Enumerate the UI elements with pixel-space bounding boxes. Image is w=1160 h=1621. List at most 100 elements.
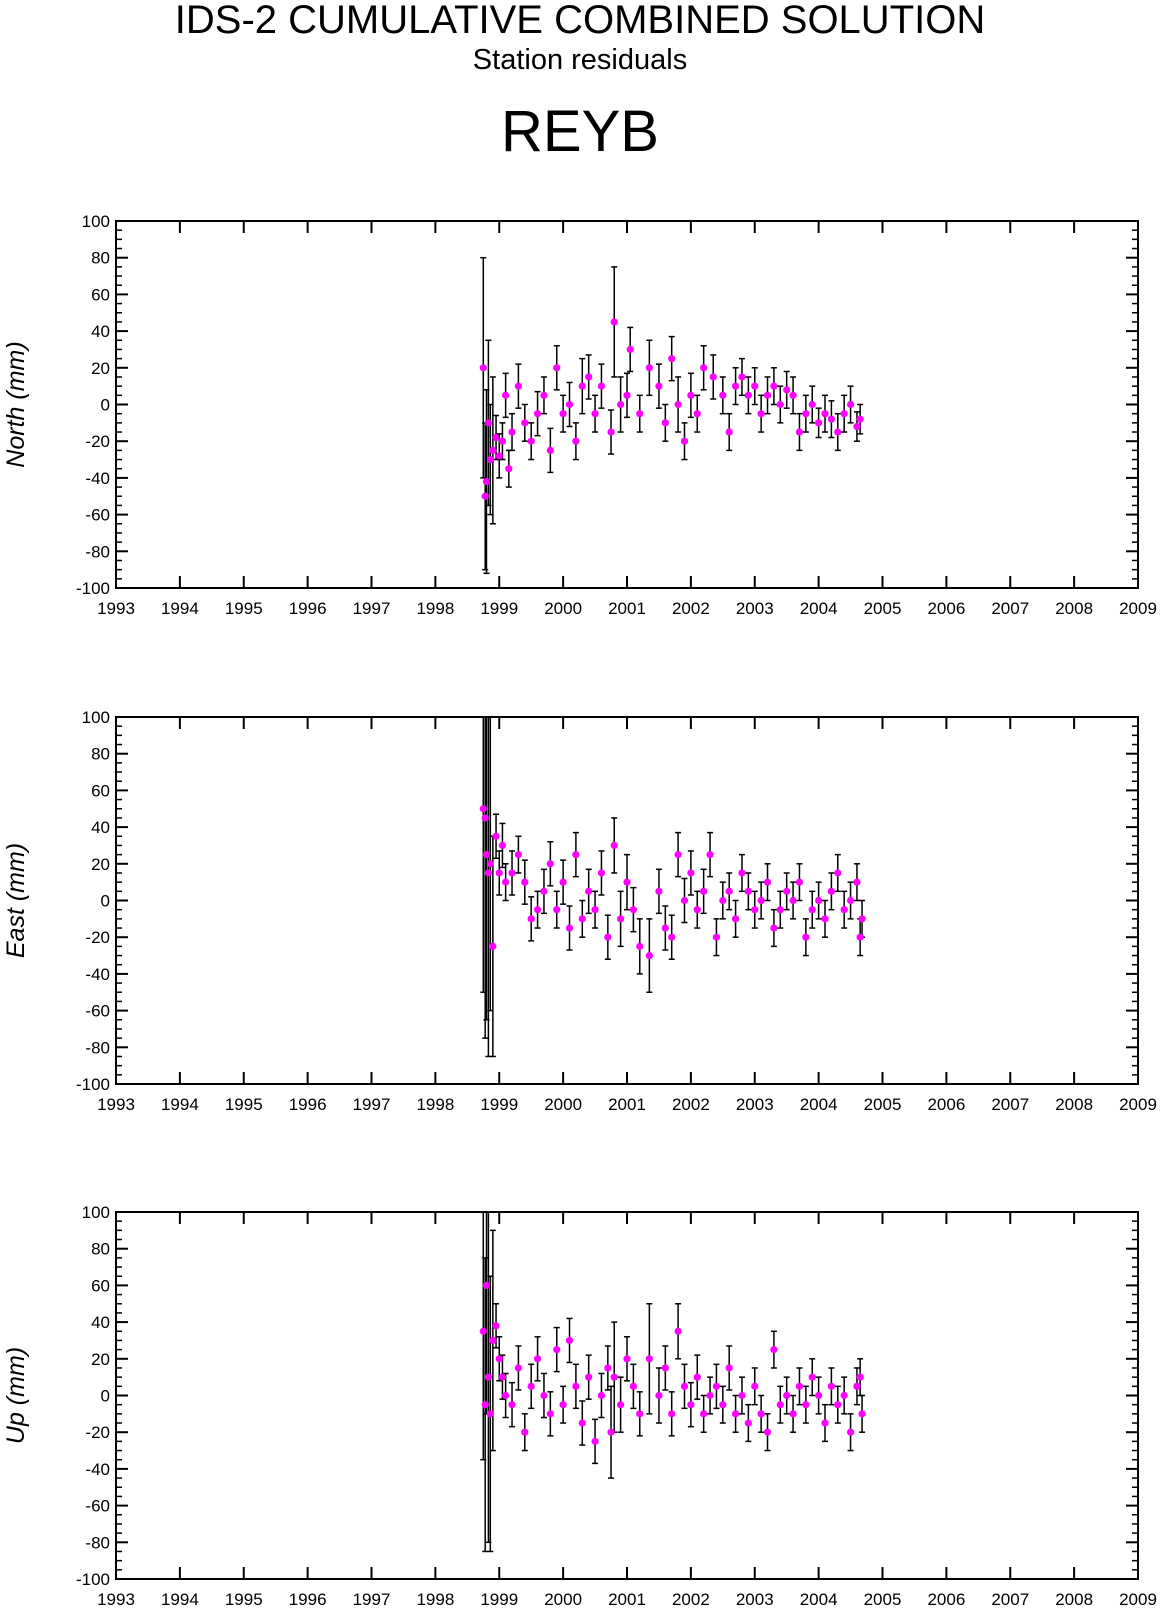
- north-data-point: [484, 419, 492, 427]
- east-y-tick-label: 0: [101, 892, 110, 911]
- north-data-point: [565, 400, 574, 409]
- east-data-point: [514, 851, 523, 859]
- up-data-point: [565, 1336, 574, 1345]
- east-data-point: [815, 896, 823, 905]
- up-data-point: [481, 1401, 489, 1409]
- east-x-tick-label: 2005: [864, 1095, 902, 1114]
- up-data-point: [802, 1401, 810, 1409]
- north-data-point: [674, 400, 682, 409]
- north-x-tick-label: 2008: [1055, 599, 1093, 618]
- up-y-tick-label: 40: [91, 1313, 110, 1332]
- up-data-point: [731, 1410, 740, 1418]
- north-y-tick-label: 20: [91, 359, 110, 378]
- north-x-tick-label: 1999: [480, 599, 518, 618]
- up-data-point: [533, 1355, 542, 1363]
- east-data-point: [604, 933, 612, 941]
- north-y-tick-label: -40: [85, 469, 110, 488]
- north-y-axis-label: North (mm): [2, 341, 30, 467]
- up-y-tick-label: -80: [85, 1533, 110, 1552]
- east-data-point: [481, 814, 489, 822]
- up-data-point: [700, 1410, 708, 1418]
- north-data-point: [668, 355, 676, 363]
- north-x-tick-label: 2001: [608, 599, 646, 618]
- north-data-point: [770, 382, 778, 390]
- north-data-point: [498, 437, 507, 445]
- station-name: REYB: [501, 99, 659, 164]
- east-data-point: [591, 906, 599, 914]
- east-x-tick-label: 2009: [1119, 1095, 1157, 1114]
- east-x-tick-label: 2002: [672, 1095, 710, 1114]
- north-y-tick-label: -20: [85, 432, 110, 451]
- north-data-point: [821, 410, 829, 418]
- east-data-point: [492, 832, 500, 840]
- east-data-point: [770, 924, 778, 932]
- east-data-point: [486, 860, 494, 868]
- up-data-point: [508, 1401, 516, 1409]
- up-x-tick-label: 2005: [864, 1590, 902, 1609]
- east-data-point: [853, 878, 861, 886]
- up-data-point: [479, 1327, 487, 1335]
- up-y-tick-label: -60: [85, 1497, 110, 1516]
- up-data-point: [821, 1419, 829, 1427]
- north-y-tick-label: 80: [91, 249, 110, 268]
- north-y-tick-label: 100: [82, 212, 110, 231]
- north-data-point: [617, 400, 625, 409]
- east-data-point: [783, 887, 791, 895]
- east-data-point: [661, 924, 669, 932]
- up-data-point: [617, 1401, 625, 1409]
- east-data-point: [495, 869, 503, 877]
- east-data-point: [617, 915, 625, 923]
- east-data-point: [687, 869, 695, 877]
- east-data-point: [655, 887, 663, 895]
- north-data-point: [661, 419, 669, 427]
- north-data-point: [763, 391, 772, 399]
- east-data-point: [858, 915, 866, 923]
- up-x-tick-label: 1997: [353, 1590, 391, 1609]
- north-data-point: [591, 410, 599, 418]
- page-subtitle: Station residuals: [472, 44, 688, 76]
- north-data-point: [846, 400, 855, 409]
- east-data-point: [706, 851, 714, 859]
- north-data-point: [527, 437, 535, 445]
- up-plot-frame: [115, 1211, 1139, 1580]
- up-data-point: [559, 1401, 567, 1409]
- north-data-point: [533, 410, 542, 418]
- east-panel: 1993 1994 1995 1996 1997 1998 1999 2000 2001 2002…: [2, 708, 1157, 1114]
- up-x-tick-label: 2000: [544, 1590, 582, 1609]
- up-data-point: [795, 1382, 804, 1390]
- east-data-point: [700, 887, 708, 895]
- up-data-point: [808, 1373, 816, 1381]
- up-y-tick-label: 60: [91, 1276, 110, 1295]
- east-x-tick-label: 2003: [736, 1095, 774, 1114]
- up-data-point: [783, 1391, 791, 1400]
- north-data-point: [514, 382, 523, 390]
- north-data-point: [508, 428, 516, 436]
- north-data-point: [492, 433, 500, 442]
- north-x-tick-label: 2009: [1119, 599, 1157, 618]
- east-x-tick-label: 1995: [225, 1095, 263, 1114]
- east-data-point: [479, 805, 487, 813]
- north-data-point: [521, 419, 529, 427]
- north-x-tick-label: 1995: [225, 599, 263, 618]
- up-data-point: [597, 1391, 606, 1400]
- north-data-point: [505, 465, 513, 473]
- up-data-point: [661, 1364, 669, 1372]
- north-data-point: [840, 410, 848, 418]
- up-y-tick-label: 20: [91, 1350, 110, 1369]
- north-x-tick-label: 2005: [864, 599, 902, 618]
- north-data-point: [808, 400, 816, 409]
- up-data-point: [706, 1391, 714, 1400]
- north-data-point: [725, 428, 733, 436]
- east-data-point: [527, 915, 535, 923]
- up-x-tick-label: 1998: [416, 1590, 454, 1609]
- up-x-tick-label: 2001: [608, 1590, 646, 1609]
- up-data-point: [553, 1346, 561, 1354]
- up-data-point: [502, 1391, 510, 1400]
- up-data-point: [840, 1391, 848, 1400]
- north-data-point: [856, 415, 864, 423]
- east-data-point: [757, 896, 765, 905]
- north-data-point: [540, 391, 548, 399]
- north-data-point: [795, 428, 804, 436]
- east-data-point: [846, 896, 855, 905]
